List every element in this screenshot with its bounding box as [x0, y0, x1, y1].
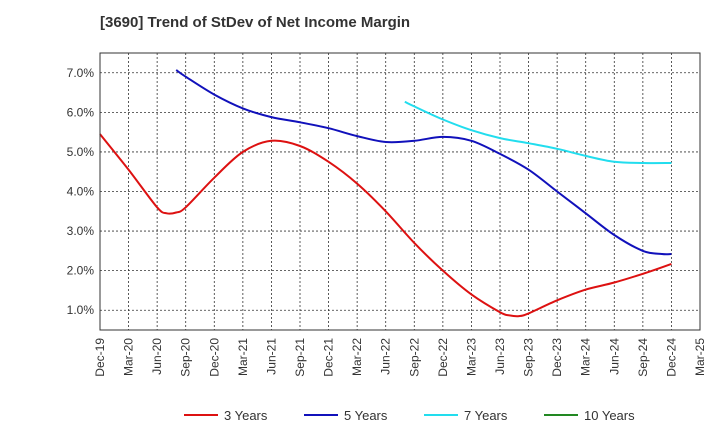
grid-lines	[100, 53, 700, 330]
x-tick-label: Mar-21	[236, 338, 250, 376]
x-tick-label: Mar-24	[579, 338, 593, 376]
series-line-7-years	[404, 100, 672, 165]
y-tick-label: 1.0%	[67, 303, 95, 317]
series-lines	[99, 69, 672, 318]
legend-label-5-years: 5 Years	[344, 408, 388, 423]
y-tick-label: 2.0%	[67, 264, 95, 278]
legend-label-3-years: 3 Years	[224, 408, 268, 423]
x-tick-label: Mar-20	[122, 338, 136, 376]
series-line-5-years	[175, 69, 672, 256]
x-tick-label: Jun-23	[493, 338, 507, 375]
x-tick-label: Dec-21	[322, 338, 336, 377]
x-tick-label: Mar-23	[464, 338, 478, 376]
x-tick-label: Dec-24	[664, 338, 678, 377]
y-axis: 1.0% 2.0% 3.0% 4.0% 5.0% 6.0% 7.0%	[67, 66, 95, 317]
chart-title: [3690] Trend of StDev of Net Income Marg…	[100, 14, 411, 31]
y-tick-label: 5.0%	[67, 145, 95, 159]
x-tick-label: Sep-23	[522, 338, 536, 377]
y-tick-label: 3.0%	[67, 224, 95, 238]
series-line-3-years	[99, 133, 672, 318]
x-tick-label: Dec-23	[550, 338, 564, 377]
x-tick-label: Mar-22	[350, 338, 364, 376]
x-tick-label: Dec-22	[436, 338, 450, 377]
x-tick-label: Jun-24	[607, 338, 621, 375]
y-tick-label: 6.0%	[67, 105, 95, 119]
x-tick-label: Jun-21	[264, 338, 278, 375]
plot-border	[99, 52, 701, 331]
x-tick-label: Jun-22	[379, 338, 393, 375]
x-tick-label: Sep-20	[179, 338, 193, 377]
x-tick-label: Mar-25	[693, 338, 707, 376]
x-tick-label: Sep-21	[293, 338, 307, 377]
y-tick-label: 4.0%	[67, 185, 95, 199]
x-tick-label: Jun-20	[150, 338, 164, 375]
x-axis: Dec-19 Mar-20 Jun-20 Sep-20 Dec-20 Mar-21 Jun-…	[93, 338, 707, 377]
x-tick-label: Sep-24	[636, 338, 650, 377]
y-tick-label: 7.0%	[67, 66, 95, 80]
x-tick-label: Dec-20	[207, 338, 221, 377]
legend-label-7-years: 7 Years	[464, 408, 508, 423]
legend-label-10-years: 10 Years	[584, 408, 635, 423]
x-tick-label: Sep-22	[407, 338, 421, 377]
x-tick-label: Dec-19	[93, 338, 107, 377]
legend: 3 Years 5 Years 7 Years 10 Years	[184, 408, 635, 423]
